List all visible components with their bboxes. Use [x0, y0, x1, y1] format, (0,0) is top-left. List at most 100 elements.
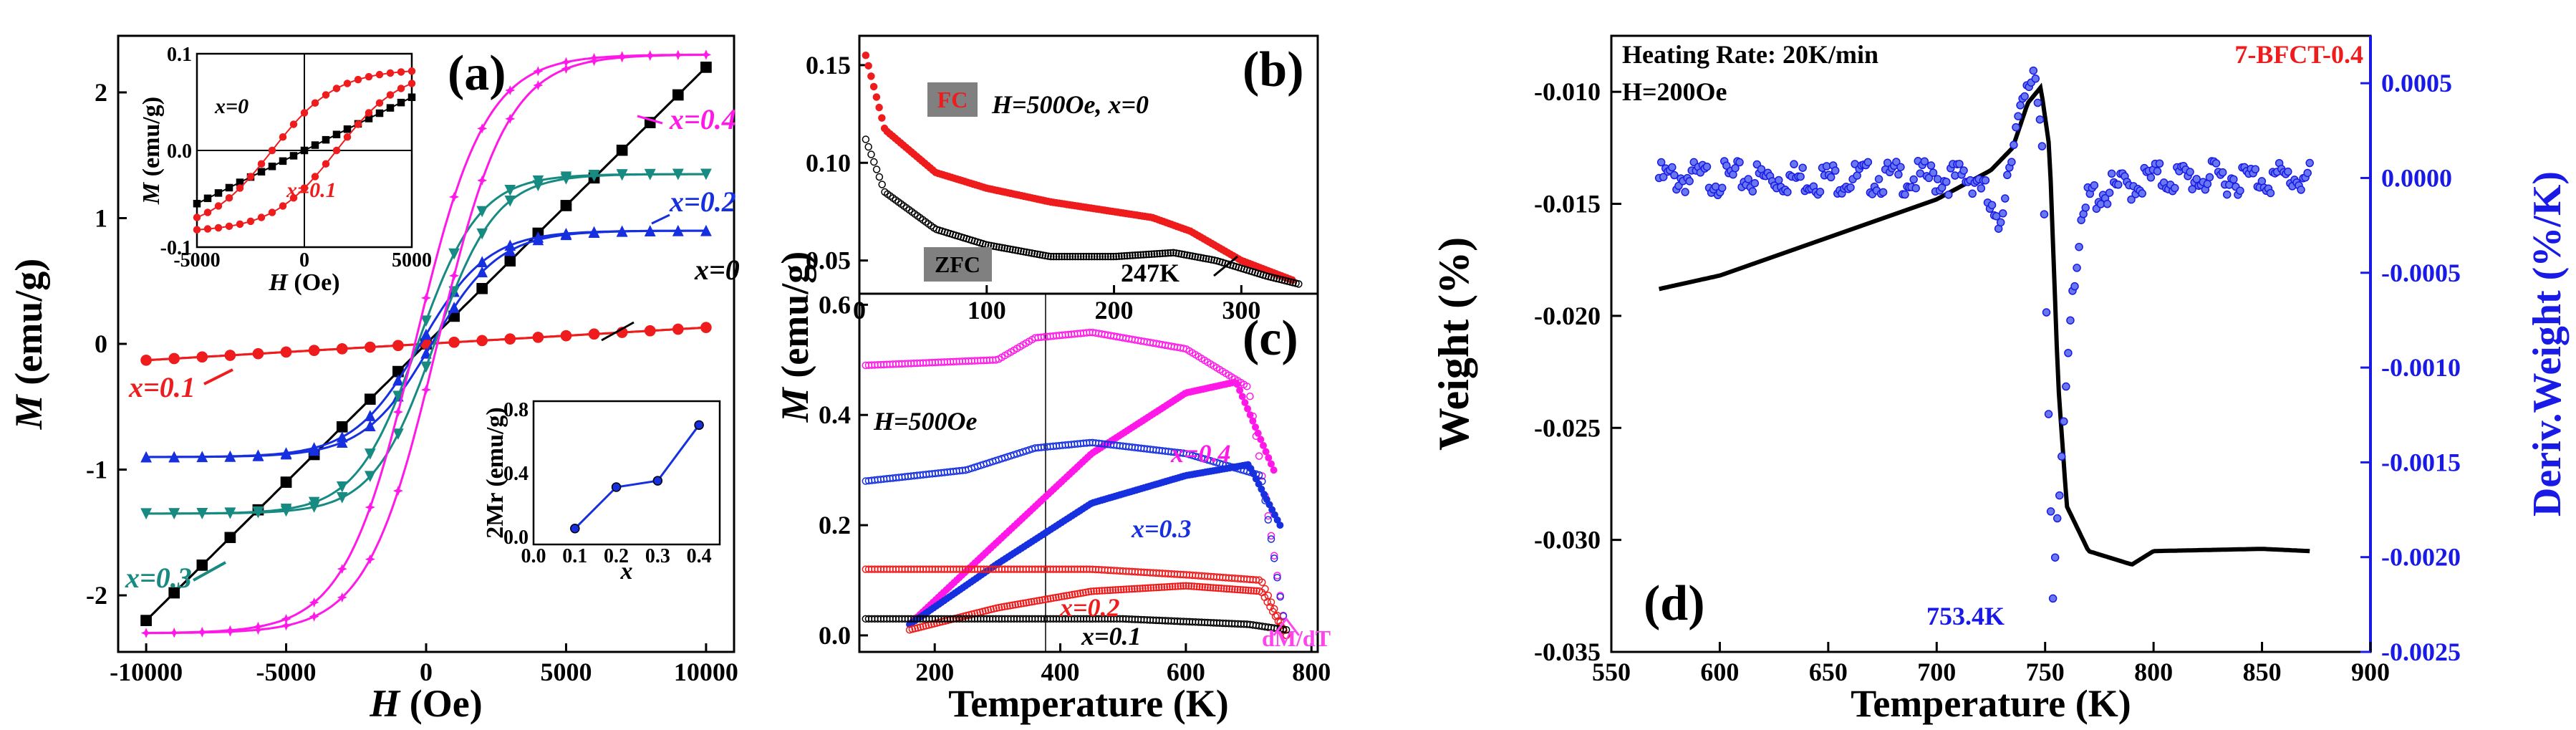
d-point-deriv [2211, 159, 2221, 168]
panel-c-curves [862, 328, 1300, 640]
b-point-ZFC [1093, 252, 1101, 261]
anno-sample: 7-BFCT-0.4 [2234, 40, 2363, 69]
c-point-x=0.2-ZFC [1076, 589, 1084, 597]
a-point-x=0.4 [561, 64, 571, 75]
a-point-x=0 [140, 615, 152, 626]
a-point-x=0.3 [168, 508, 180, 519]
a-point-x=0.1 [504, 333, 516, 345]
anno-c-x02: x=0.2 [1059, 593, 1120, 622]
a-point-x=0 [504, 255, 516, 266]
a-point-x=0.4 [281, 620, 291, 631]
a-point-x=0.4 [365, 502, 375, 513]
inset-top-point-x01 [214, 224, 223, 232]
d-point-deriv [2055, 491, 2064, 500]
inset-top-point-x01 [225, 193, 233, 202]
c-point-x=0.2-ZFC [1182, 582, 1190, 590]
c-point-x=0.4-ZFC [1262, 448, 1270, 456]
a-point-x=0.3 [392, 428, 404, 440]
c-point-x=0.2-ZFC [1209, 584, 1217, 592]
panel-a-xlabel: H (Oe) [369, 682, 482, 725]
d-point-deriv [1977, 184, 1986, 193]
a-point-x=0.3 [476, 228, 488, 240]
c-point-x=0.2-ZFC [1106, 586, 1114, 595]
d-point-deriv [1853, 171, 1861, 180]
inset-bottom-frame [532, 400, 721, 546]
c-ytick-label: 0.0 [819, 621, 851, 650]
inset-top-point-x0 [279, 157, 287, 165]
d-ytick-label-right: -0.0015 [2381, 448, 2461, 476]
b-point-ZFC [1188, 252, 1197, 260]
d-point-deriv [2048, 594, 2058, 603]
c-point-x=0.2-ZFC [1084, 587, 1093, 596]
b-point-ZFC [1025, 249, 1033, 256]
a-point-x=0.3 [672, 168, 684, 181]
b-point-ZFC [1139, 251, 1147, 259]
inset-top-point-x01 [311, 99, 319, 107]
b-point-ZFC [1191, 253, 1200, 261]
b-point-ZFC [864, 143, 872, 151]
a-point-x=0 [672, 89, 684, 101]
c-point-x=0.3-FC [1264, 516, 1273, 524]
inset-bottom-xtick-label: 0.2 [604, 545, 629, 567]
c-point-x=0.2-ZFC [1041, 595, 1049, 604]
a-point-x=0 [336, 421, 348, 433]
d-point-deriv [2046, 507, 2055, 516]
d-xtick-label: 800 [2134, 658, 2173, 686]
c-point-x=0.2-ZFC [1177, 582, 1185, 590]
d-point-deriv [2040, 210, 2049, 218]
d-point-deriv [2222, 190, 2232, 199]
d-point-deriv [1909, 175, 1918, 184]
d-point-deriv [2035, 115, 2045, 124]
d-point-deriv [1878, 188, 1888, 197]
c-point-x=0.4-FC [1255, 452, 1263, 460]
a-point-x=0 [700, 62, 712, 73]
panel-d-ylabel: Weight (%) [1430, 237, 1477, 451]
a-point-x=0.1 [196, 351, 208, 363]
panel-d-xlabel: Temperature (K) [1851, 682, 2131, 725]
d-point-deriv [1826, 173, 1835, 182]
c-ytick-label: 0.2 [819, 511, 851, 539]
b-point-ZFC [1167, 249, 1174, 257]
c-point-x=0.4-FC [992, 356, 1000, 364]
c-point-x=0.1 [1282, 625, 1291, 634]
inset-top-point-x0 [397, 98, 405, 107]
c-point-x=0.2-ZFC [1093, 587, 1101, 595]
c-point-x=0.2-ZFC [1242, 586, 1250, 595]
c-point-x=0.3-FC [1267, 535, 1275, 543]
a-point-x=0.2 [672, 225, 684, 236]
d-point-deriv [2203, 180, 2212, 188]
a-point-x=0.1 [224, 350, 236, 361]
d-point-deriv [2105, 188, 2114, 197]
d-ytick-label-right: -0.0010 [2381, 353, 2461, 382]
a-point-x=0.1 [252, 347, 264, 360]
a-point-x=0.4 [533, 80, 544, 91]
d-point-deriv [2107, 169, 2116, 178]
c-xtick-label: 200 [915, 658, 954, 686]
c-point-x=0.2-ZFC [1239, 586, 1247, 594]
c-point-x=0.2-ZFC [1119, 585, 1128, 594]
anno-x0: x=0 [694, 254, 740, 286]
c-point-x=0.2-ZFC [1090, 587, 1098, 595]
inset-top-point-x0 [332, 130, 341, 138]
d-point-deriv [1722, 161, 1731, 170]
a-point-x=0.2 [532, 234, 544, 246]
inset-top-ylabel: M (emu/g) [138, 97, 165, 205]
anno-c-x01: x=0.1 [1081, 622, 1142, 650]
panel-d-axes: 550 600 650 700 750 800 850 900 -0.035 -0.030 -0.0… [1534, 69, 2461, 686]
d-xtick-label: 750 [2026, 658, 2065, 686]
c-point-x=0.2-ZFC [1220, 585, 1228, 592]
inset-top-point-x01 [279, 202, 287, 210]
b-point-ZFC [1068, 252, 1077, 261]
d-point-deriv [2171, 183, 2179, 193]
b-point-ZFC [1031, 249, 1038, 258]
d-point-deriv [1790, 160, 1798, 168]
c-point-x=0.2-ZFC [1250, 587, 1258, 595]
a-point-x=0.4 [700, 49, 711, 60]
a-point-x=0.1 [672, 323, 684, 335]
b-point-FC [872, 93, 881, 101]
b-point-ZFC [1104, 252, 1112, 261]
c-point-x=0.2-ZFC [1109, 586, 1117, 594]
a-point-x=0.4 [337, 564, 347, 575]
d-point-deriv [1702, 162, 1712, 171]
c-point-x=0.2-ZFC [1147, 584, 1155, 592]
